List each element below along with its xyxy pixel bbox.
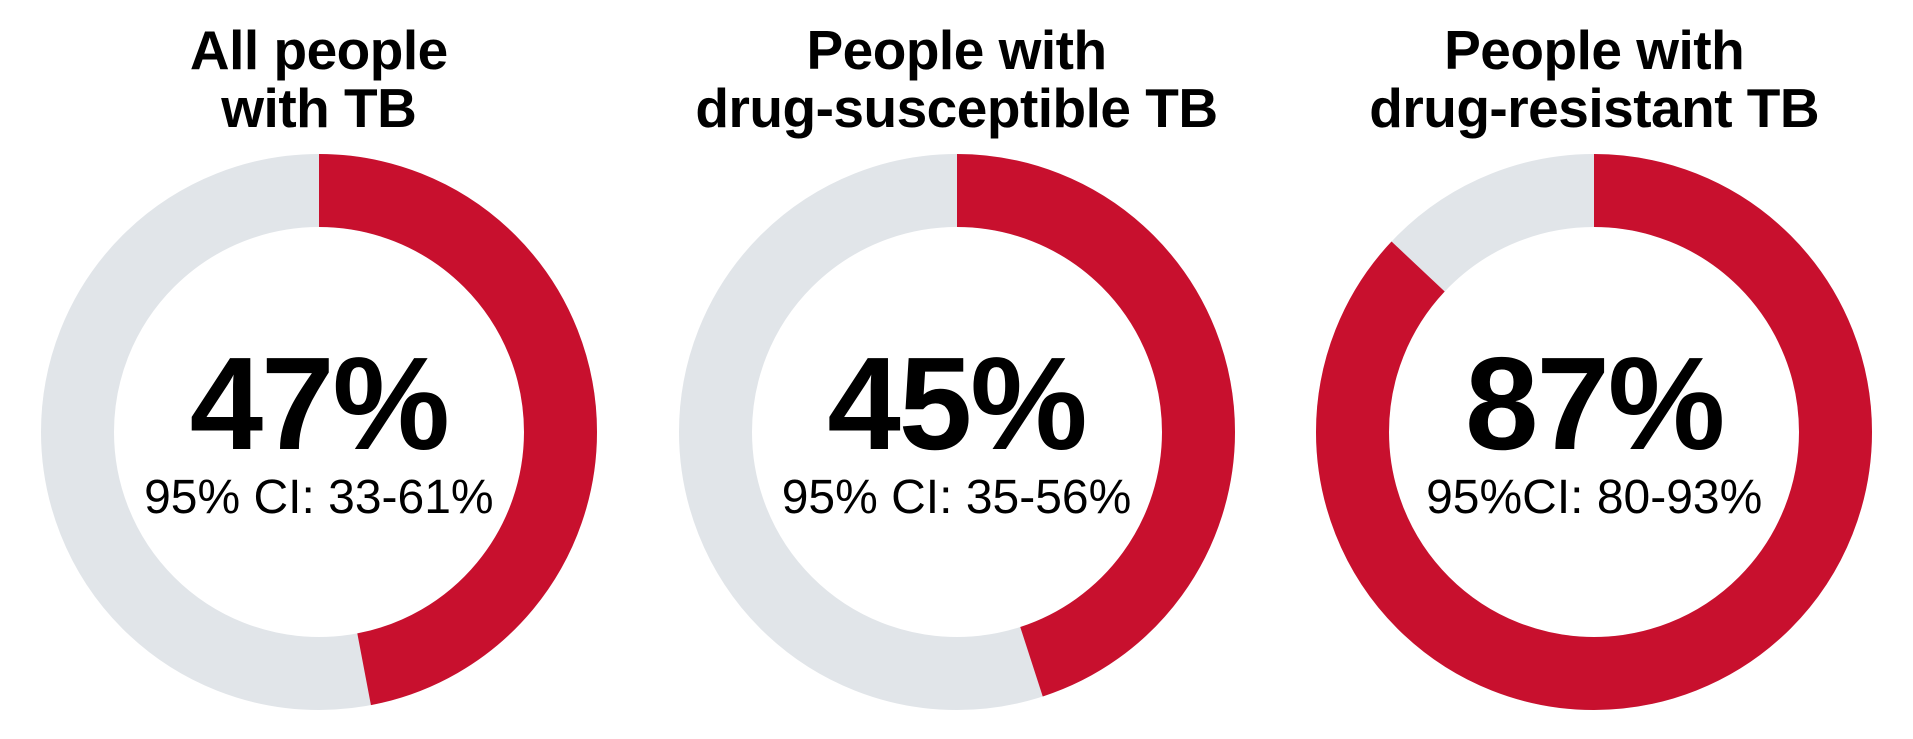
donut-svg <box>1316 153 1873 710</box>
donut-value-label: 45% <box>827 330 1087 478</box>
chart-title-line: drug-resistant TB <box>1369 76 1820 139</box>
chart-title-line: People with <box>806 19 1107 81</box>
donut-ci-label: 95% CI: 35-56% <box>781 471 1132 525</box>
donut-center-label: 47% 95% CI: 33-61% <box>41 154 597 710</box>
donut-value-label: 47% <box>189 330 450 478</box>
chart-title-line: drug-susceptible TB <box>695 76 1218 139</box>
donut-chart-drug-susceptible-tb: People with drug-susceptible TB 45% 95% … <box>638 0 1276 739</box>
donut-chart-all-tb: All people with TB 47% 95% CI: 33-61% <box>0 0 638 739</box>
donut-segment-highlighted <box>678 153 1235 710</box>
chart-title: People with drug-susceptible TB <box>695 19 1218 139</box>
donut-ci-label: 95%CI: 80-93% <box>1426 471 1763 525</box>
donut: 87% 95%CI: 80-93% <box>1316 153 1873 710</box>
donut: 47% 95% CI: 33-61% <box>40 153 597 710</box>
chart-title-line: with TB <box>221 76 417 139</box>
chart-title-line: All people <box>189 19 448 81</box>
donut-svg <box>40 153 597 710</box>
donut-segment-highlighted <box>40 153 597 710</box>
donut-ci-label: 95% CI: 33-61% <box>144 471 494 525</box>
donut-chart-drug-resistant-tb: People with drug-resistant TB 87% 95%CI:… <box>1275 0 1913 739</box>
donut-value-label: 87% <box>1465 330 1725 478</box>
donut-svg <box>678 153 1235 710</box>
chart-title-line: People with <box>1444 19 1745 81</box>
donut-center-label: 45% 95% CI: 35-56% <box>679 154 1235 710</box>
chart-title: People with drug-resistant TB <box>1369 19 1820 139</box>
donut-center-label: 87% 95%CI: 80-93% <box>1316 154 1872 710</box>
donut-segment-highlighted <box>1316 153 1873 710</box>
chart-title: All people with TB <box>189 19 448 139</box>
donut: 45% 95% CI: 35-56% <box>678 153 1235 710</box>
